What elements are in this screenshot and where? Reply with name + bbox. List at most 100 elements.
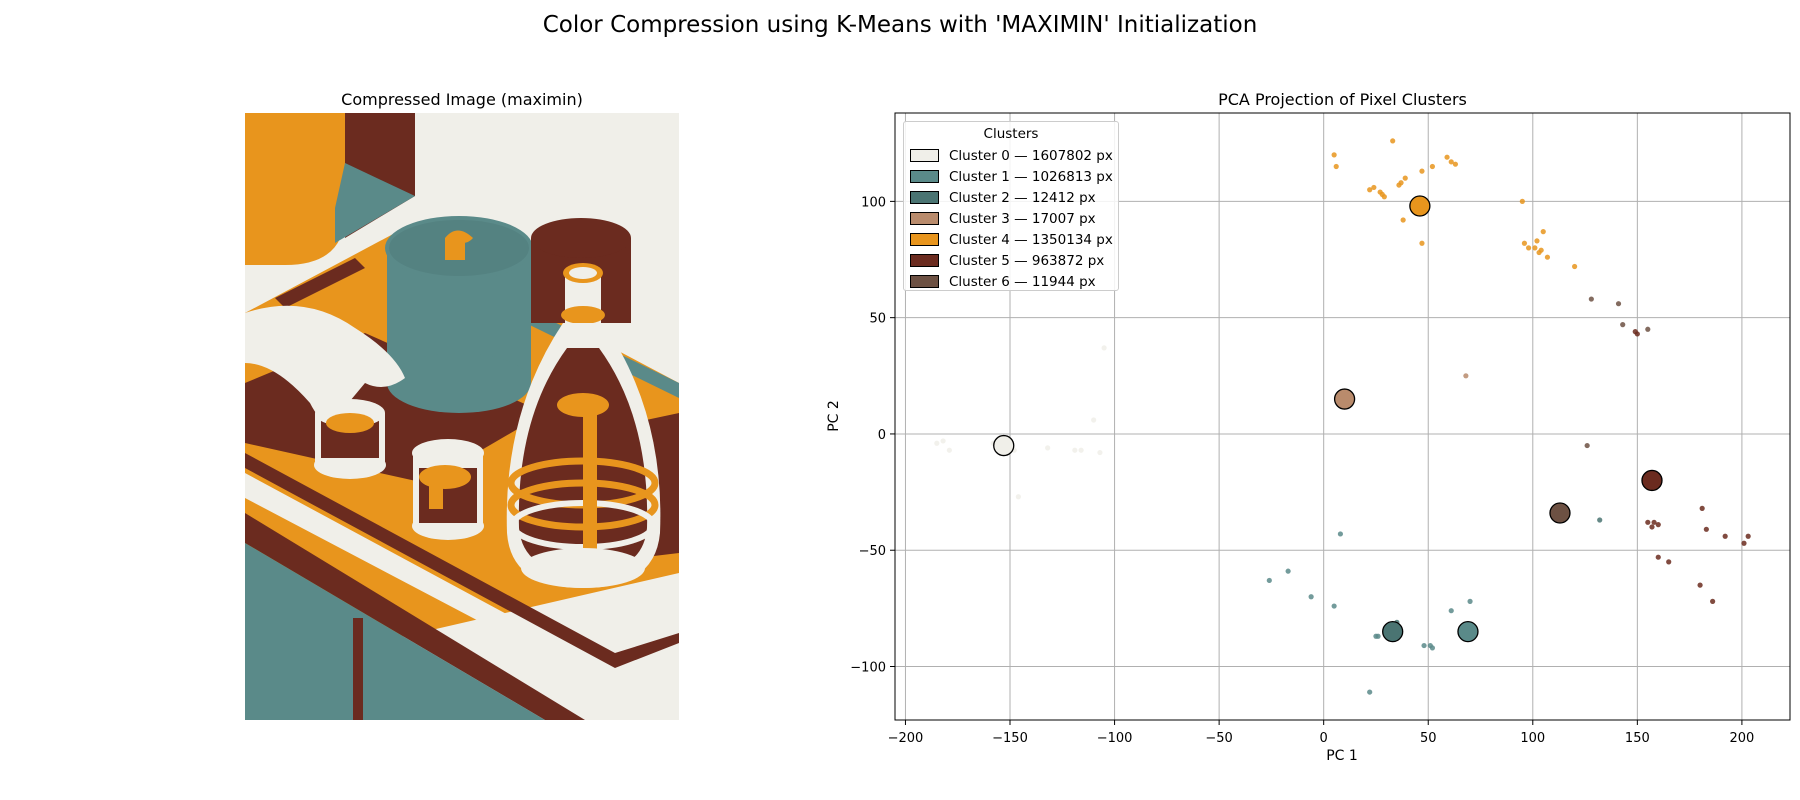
cluster-4-point [1381, 194, 1387, 200]
y-tick-label: 0 [878, 428, 886, 443]
legend-entry-cluster-2: Cluster 2 — 12412 px [910, 187, 1112, 208]
cluster-1-point [1429, 645, 1436, 651]
x-tick-label: −50 [1205, 731, 1232, 746]
cluster-4-point [1452, 161, 1459, 167]
cluster-5-point [1745, 533, 1751, 539]
cluster-0-point [1097, 449, 1103, 456]
legend-title: Clusters [983, 126, 1039, 142]
cluster-6-point [1584, 442, 1590, 449]
cluster-4-point [1532, 245, 1538, 251]
cluster-4-point [1371, 184, 1377, 191]
cluster-5-point [1699, 505, 1705, 511]
legend-entry-cluster-5: Cluster 5 — 963872 px [910, 250, 1112, 271]
image-panel-title: Compressed Image (maximin) [341, 90, 583, 109]
cluster-4-centroid [1409, 195, 1431, 217]
cluster-4-point [1331, 152, 1337, 158]
cluster-0-point [934, 440, 940, 446]
cluster-5-point [1703, 526, 1709, 532]
cluster-1-point [1266, 577, 1272, 584]
cluster-0-point [1078, 447, 1084, 453]
legend-label: Cluster 0 — 1607802 px [949, 147, 1113, 164]
cluster-6-centroid [1549, 502, 1571, 524]
legend-entry-cluster-4: Cluster 4 — 1350134 px [910, 229, 1113, 250]
cluster-5-centroid [1641, 469, 1663, 492]
cluster-0-point [946, 447, 952, 453]
cluster-3-point [1463, 373, 1469, 379]
cluster-3-centroid [1333, 388, 1356, 410]
x-tick-label: 50 [1420, 731, 1437, 746]
x-tick-label: −150 [992, 731, 1028, 746]
cluster-0-point [940, 438, 946, 444]
y-tick-label: 100 [861, 195, 886, 210]
cluster-1-point [1467, 598, 1473, 604]
cluster-4-point [1419, 240, 1425, 246]
cluster-4-point [1521, 240, 1528, 246]
legend-swatch [910, 254, 939, 267]
cluster-0-point [1015, 494, 1021, 500]
x-tick-label: −200 [888, 731, 924, 746]
cluster-4-point [1526, 245, 1532, 251]
chart-legend: Clusters Cluster 0 — 1607802 px Cluster 1… [903, 121, 1119, 291]
legend-label: Cluster 1 — 1026813 px [949, 168, 1113, 185]
cluster-1-point [1448, 608, 1454, 614]
cluster-4-point [1544, 254, 1551, 260]
cluster-5-point [1655, 522, 1661, 528]
cluster-4-point [1419, 168, 1425, 174]
cluster-1-point [1367, 689, 1373, 695]
cluster-4-point [1398, 180, 1404, 186]
legend-entry-cluster-6: Cluster 6 — 11944 px [910, 271, 1112, 292]
cluster-5-point [1710, 598, 1716, 604]
cluster-5-point [1651, 519, 1657, 525]
cluster-5-point [1655, 554, 1661, 560]
cluster-0-point [1101, 345, 1107, 351]
cluster-2-centroid [1382, 620, 1404, 643]
y-tick-label: −50 [859, 544, 886, 559]
y-tick-label: 50 [869, 312, 886, 327]
y-axis-ticks: −100 −50 0 50 100 [850, 195, 895, 676]
cluster-6-point [1615, 301, 1622, 307]
legend-entries: Cluster 0 — 1607802 px Cluster 1 — 102681… [910, 145, 1113, 292]
legend-label: Cluster 5 — 963872 px [949, 252, 1105, 269]
cluster-6-point [1645, 326, 1651, 332]
cluster-4-point [1444, 154, 1450, 160]
cluster-5-point [1666, 559, 1672, 565]
cluster-1-point [1285, 568, 1291, 574]
cluster-4-point [1519, 198, 1525, 204]
x-tick-label: 0 [1320, 731, 1328, 746]
legend-entry-cluster-1: Cluster 1 — 1026813 px [910, 166, 1113, 187]
y-axis-label: PC 2 [826, 400, 842, 432]
cluster-4-point [1540, 229, 1546, 235]
cluster-0-point [1072, 447, 1078, 453]
cluster-4-point [1429, 163, 1436, 170]
cluster-1-point [1308, 594, 1314, 600]
x-tick-label: 150 [1625, 731, 1650, 746]
cluster-5-point [1645, 519, 1651, 525]
legend-label: Cluster 2 — 12412 px [949, 189, 1096, 206]
centroid-markers [993, 195, 1663, 643]
cluster-0-point [1045, 445, 1051, 451]
scatter-points [934, 138, 1751, 695]
cluster-4-point [1402, 175, 1408, 181]
x-tick-label: 100 [1520, 731, 1545, 746]
cluster-1-point [1331, 603, 1337, 609]
x-axis-ticks: −200 −150 −100 −50 0 50 100 150 200 [888, 720, 1754, 746]
grid-lines [895, 113, 1790, 720]
legend-entry-cluster-3: Cluster 3 — 17007 px [910, 208, 1112, 229]
plot-frame [894, 112, 1791, 721]
cluster-4-point [1448, 159, 1454, 165]
legend-label: Cluster 3 — 17007 px [949, 210, 1096, 227]
legend-swatch [910, 191, 939, 204]
cluster-5-point [1722, 533, 1728, 539]
cluster-1-point [1337, 531, 1344, 537]
cluster-1-centroid [1457, 620, 1479, 643]
cluster-0-point [1091, 417, 1097, 423]
cluster-5-point [1649, 524, 1655, 530]
legend-entry-cluster-0: Cluster 0 — 1607802 px [910, 145, 1113, 166]
legend-swatch [910, 212, 939, 225]
cluster-4-point [1572, 263, 1578, 270]
legend-label: Cluster 4 — 1350134 px [949, 231, 1113, 248]
cluster-4-point [1400, 217, 1406, 223]
x-axis-label: PC 1 [1326, 748, 1358, 764]
chart-title: PCA Projection of Pixel Clusters [1218, 90, 1467, 109]
